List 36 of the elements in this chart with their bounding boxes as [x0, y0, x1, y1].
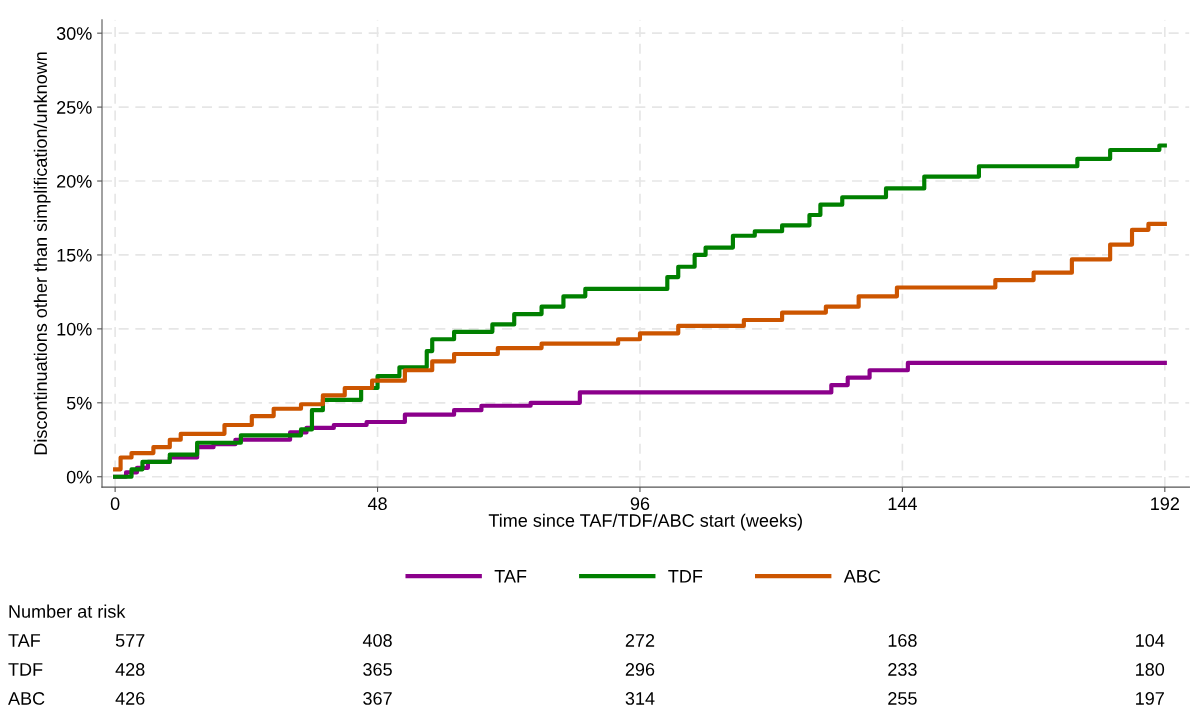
x-tick-label: 48 [367, 497, 387, 511]
text: ABC [8, 692, 45, 705]
x-tick-label: 144 [888, 497, 917, 510]
y-tick-label: 5% [66, 396, 92, 410]
legend-label: TAF [494, 570, 527, 583]
text: 233 [888, 663, 917, 676]
text: Number at risk [9, 604, 126, 618]
text: TAF [8, 634, 41, 647]
text: 365 [363, 663, 392, 676]
text: 314 [625, 692, 655, 705]
text: 296 [625, 663, 655, 676]
y-tick-label: 30% [56, 27, 92, 40]
text: 197 [1136, 692, 1164, 705]
text: 426 [115, 692, 145, 705]
legend-label: TDF [668, 570, 703, 583]
text: 577 [115, 634, 145, 647]
x-axis-title: Time since TAF/TDF/ABC start (weeks) [488, 513, 802, 531]
y-tick-label: 15% [57, 248, 92, 262]
text: TDF [8, 663, 43, 676]
text: 168 [888, 634, 917, 647]
x-tick-label: 0 [110, 497, 120, 511]
y-tick-label: 25% [57, 101, 92, 114]
text: 272 [625, 634, 655, 647]
text: 428 [115, 663, 145, 676]
x-tick-label: 192 [1151, 497, 1179, 511]
x-tick-label: 96 [630, 497, 650, 511]
legend-label: ABC [843, 569, 881, 583]
y-tick-label: 20% [57, 174, 92, 188]
y-axis-title: Discontinuations other than simplification/unknown [33, 52, 51, 455]
text: 180 [1136, 663, 1165, 676]
y-tick-label: 0% [66, 470, 92, 484]
text: 367 [363, 692, 392, 705]
text: 104 [1136, 634, 1165, 647]
text: 408 [362, 634, 392, 647]
text: 255 [888, 692, 917, 705]
y-tick-label: 10% [57, 322, 92, 336]
